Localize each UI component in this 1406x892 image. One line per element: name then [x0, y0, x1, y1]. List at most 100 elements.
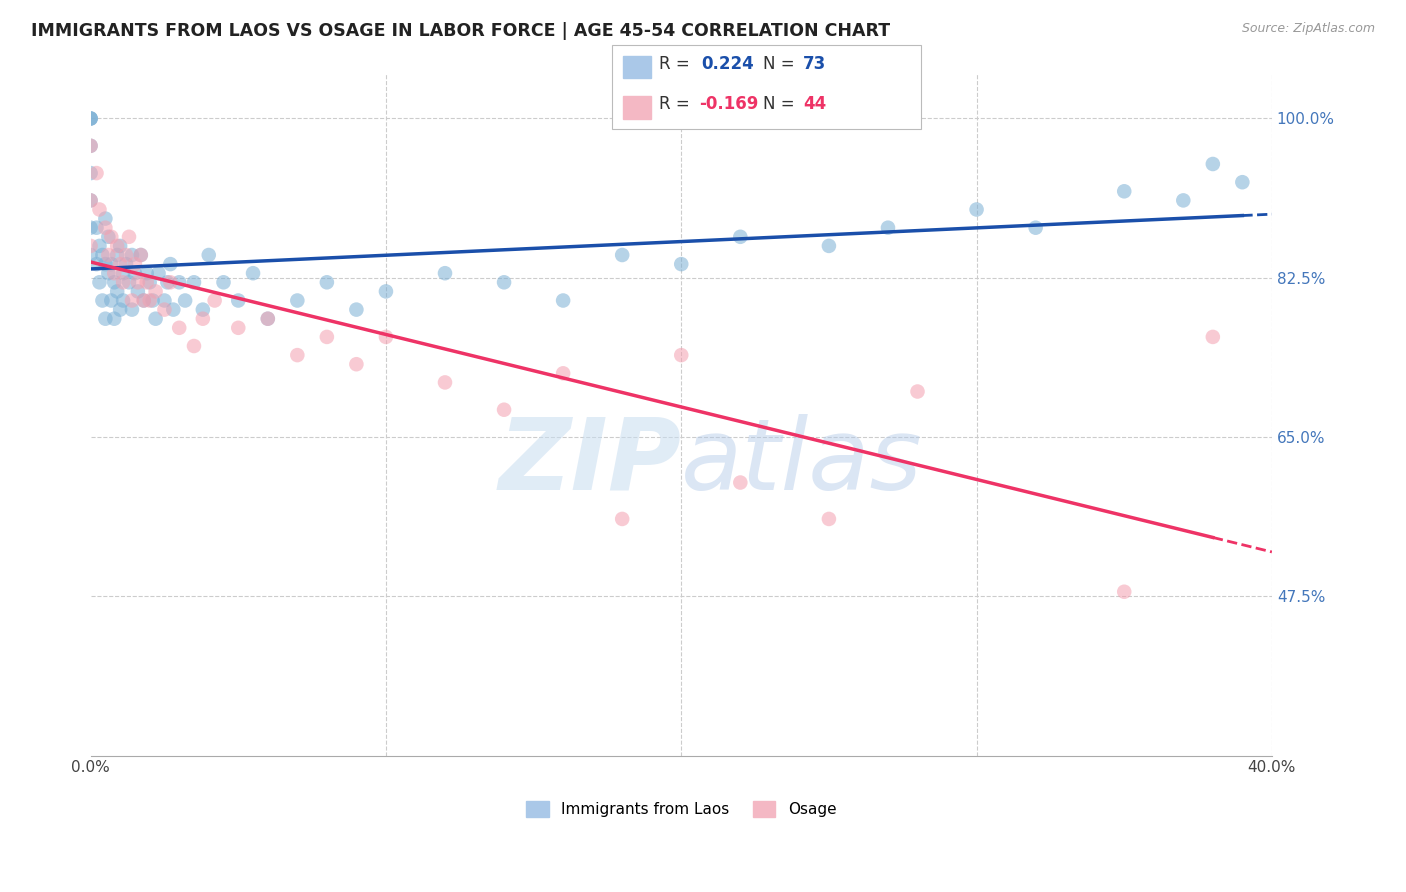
Point: [434, 266, 457, 280]
Point: [730, 475, 752, 490]
Text: R =: R =: [659, 55, 696, 73]
Point: [89, 202, 111, 217]
Point: [344, 302, 367, 317]
Point: [374, 330, 396, 344]
Point: [100, 257, 122, 271]
Point: [86, 166, 108, 180]
Point: [124, 266, 146, 280]
Point: [89, 239, 111, 253]
Point: [118, 275, 141, 289]
Text: 44: 44: [803, 95, 827, 113]
Point: [100, 293, 122, 308]
Point: [97, 229, 120, 244]
Point: [167, 321, 190, 335]
Point: [153, 302, 176, 317]
Point: [127, 275, 149, 289]
Point: [112, 293, 135, 308]
Point: [115, 248, 138, 262]
Point: [94, 257, 117, 271]
Point: [1025, 220, 1047, 235]
Point: [818, 239, 841, 253]
Point: [344, 357, 367, 371]
Point: [79, 239, 101, 253]
Text: atlas: atlas: [682, 414, 922, 510]
Point: [112, 275, 135, 289]
Point: [121, 248, 143, 262]
Point: [142, 293, 165, 308]
Point: [159, 257, 181, 271]
Point: [191, 302, 214, 317]
Text: N =: N =: [763, 55, 800, 73]
Point: [553, 367, 575, 381]
Point: [138, 293, 160, 308]
Point: [315, 275, 337, 289]
Point: [94, 220, 117, 235]
Point: [108, 239, 131, 253]
Point: [132, 293, 155, 308]
Point: [115, 257, 138, 271]
Point: [86, 257, 108, 271]
Point: [118, 229, 141, 244]
Point: [174, 293, 197, 308]
Point: [315, 330, 337, 344]
Point: [79, 220, 101, 235]
Point: [79, 194, 101, 208]
Point: [79, 112, 101, 126]
Point: [103, 275, 125, 289]
Text: N =: N =: [763, 95, 800, 113]
Point: [129, 248, 152, 262]
Point: [135, 275, 157, 289]
Text: ZIP: ZIP: [498, 414, 682, 510]
Point: [105, 285, 128, 299]
Point: [162, 302, 184, 317]
Point: [907, 384, 929, 399]
Point: [97, 248, 120, 262]
Point: [145, 311, 167, 326]
Point: [127, 285, 149, 299]
Point: [877, 220, 900, 235]
Point: [148, 266, 170, 280]
Point: [121, 293, 143, 308]
Point: [135, 266, 157, 280]
Point: [226, 321, 249, 335]
Point: [89, 275, 111, 289]
Point: [494, 402, 516, 417]
Point: [91, 293, 114, 308]
Text: IMMIGRANTS FROM LAOS VS OSAGE IN LABOR FORCE | AGE 45-54 CORRELATION CHART: IMMIGRANTS FROM LAOS VS OSAGE IN LABOR F…: [31, 22, 890, 40]
Point: [103, 266, 125, 280]
Point: [91, 248, 114, 262]
Point: [191, 311, 214, 326]
Point: [156, 275, 179, 289]
Point: [730, 229, 752, 244]
Point: [132, 293, 155, 308]
Point: [374, 285, 396, 299]
Point: [1173, 194, 1195, 208]
Text: -0.169: -0.169: [699, 95, 758, 113]
Point: [108, 257, 131, 271]
Point: [434, 376, 457, 390]
Text: 73: 73: [803, 55, 827, 73]
Point: [79, 248, 101, 262]
Point: [612, 512, 634, 526]
Point: [553, 293, 575, 308]
Point: [183, 339, 205, 353]
Point: [100, 229, 122, 244]
Point: [256, 311, 278, 326]
Legend: Immigrants from Laos, Osage: Immigrants from Laos, Osage: [520, 795, 842, 823]
Text: R =: R =: [659, 95, 696, 113]
Point: [112, 266, 135, 280]
Point: [285, 293, 308, 308]
Point: [79, 112, 101, 126]
Point: [612, 248, 634, 262]
Point: [1202, 157, 1225, 171]
Point: [1202, 330, 1225, 344]
Point: [129, 248, 152, 262]
Point: [1114, 184, 1136, 198]
Point: [145, 285, 167, 299]
Text: 0.224: 0.224: [702, 55, 755, 73]
Point: [94, 211, 117, 226]
Point: [494, 275, 516, 289]
Point: [105, 239, 128, 253]
Point: [183, 275, 205, 289]
Text: Source: ZipAtlas.com: Source: ZipAtlas.com: [1241, 22, 1375, 36]
